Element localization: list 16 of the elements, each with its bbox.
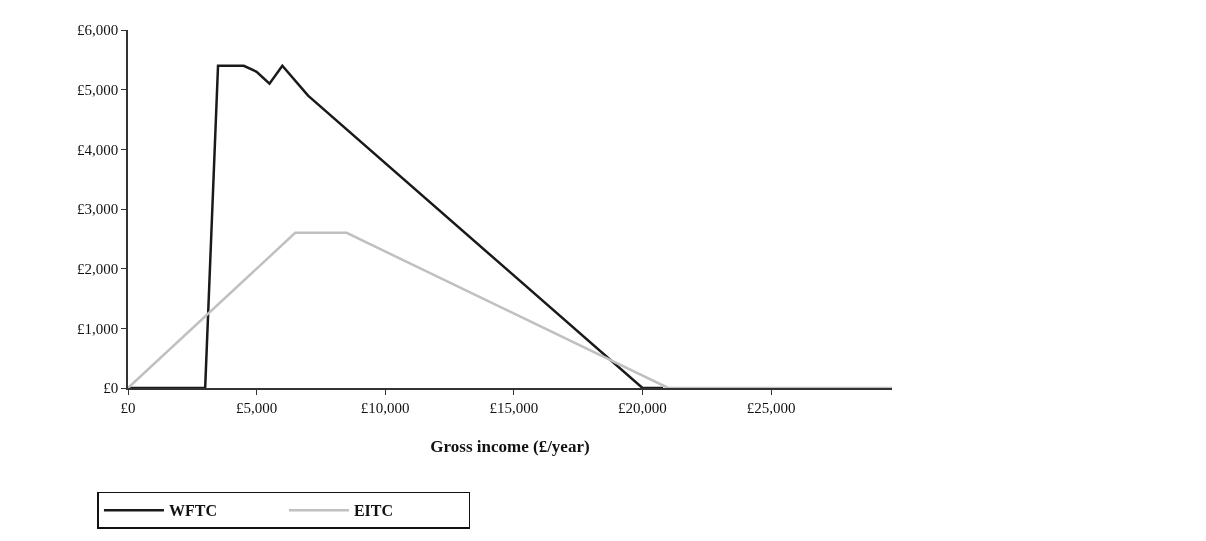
x-tick-label: £15,000 — [489, 399, 539, 416]
x-tick-label: £0 — [120, 399, 136, 416]
x-tick-label: £5,000 — [235, 399, 278, 416]
x-axis-title: Gross income (£/year) — [430, 436, 590, 456]
legend-label: EITC — [353, 502, 394, 520]
x-tick-label: £10,000 — [360, 399, 410, 416]
legend-label: WFTC — [168, 502, 217, 520]
y-tick-label: £6,000 — [77, 22, 119, 39]
y-tick-label: £2,000 — [77, 260, 119, 277]
y-tick-label: £4,000 — [77, 141, 119, 158]
y-tick-label: £3,000 — [77, 201, 119, 218]
y-tick-label: £0 — [103, 380, 119, 397]
x-tick-label: £20,000 — [618, 399, 667, 416]
y-tick-label: £1,000 — [77, 320, 119, 337]
y-tick-label: £5,000 — [77, 81, 119, 98]
x-tick-label: £25,000 — [746, 399, 796, 416]
